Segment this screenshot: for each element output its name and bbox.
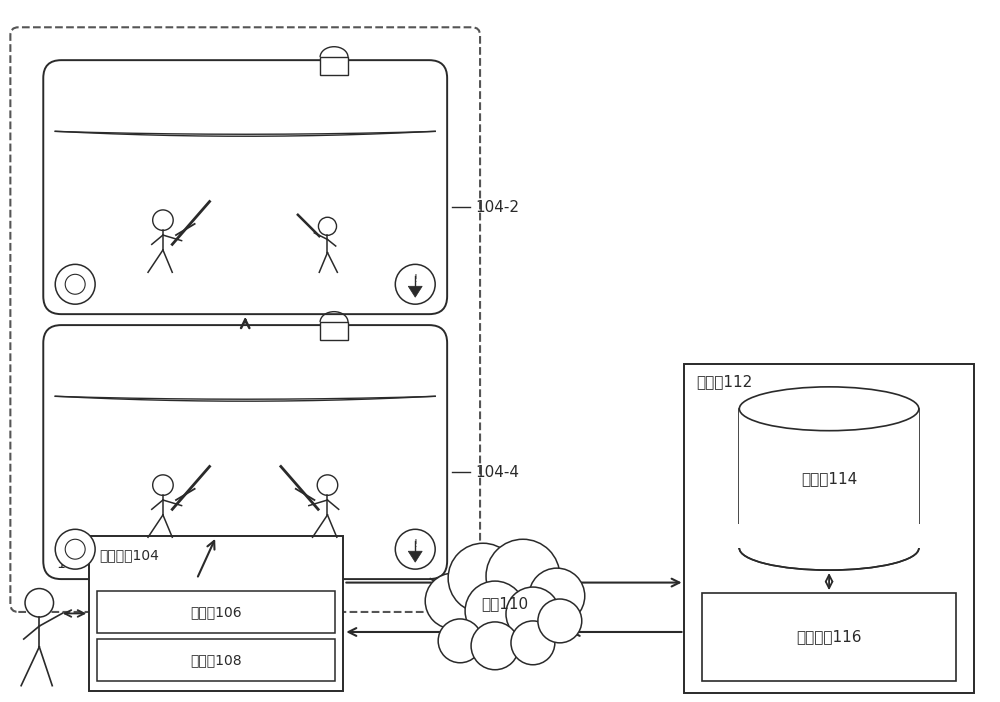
Bar (320, 57, 348, 75)
Text: 104-2: 104-2 (475, 200, 519, 215)
Circle shape (65, 274, 85, 294)
Text: !: ! (413, 539, 417, 549)
Ellipse shape (739, 387, 919, 431)
Circle shape (395, 265, 435, 304)
Bar (320, 322, 348, 340)
Text: 104-4: 104-4 (475, 465, 519, 480)
Circle shape (55, 265, 95, 304)
Circle shape (511, 621, 555, 665)
Circle shape (538, 599, 582, 643)
Circle shape (471, 622, 519, 670)
Bar (738, 524, 920, 548)
Circle shape (529, 568, 585, 624)
Bar (702, 593, 956, 681)
Circle shape (153, 475, 173, 496)
Ellipse shape (739, 526, 919, 570)
Bar (97, 639, 335, 681)
Circle shape (465, 581, 525, 641)
Text: 存储器106: 存储器106 (190, 605, 242, 619)
Bar (739, 409, 919, 548)
Circle shape (318, 217, 337, 235)
FancyBboxPatch shape (43, 60, 447, 314)
Circle shape (486, 539, 560, 613)
Text: 102: 102 (57, 557, 84, 571)
Text: 服务器112: 服务器112 (696, 374, 753, 389)
FancyBboxPatch shape (10, 27, 480, 612)
Text: !: ! (413, 274, 417, 284)
Circle shape (55, 529, 95, 569)
Circle shape (425, 573, 481, 629)
Polygon shape (408, 286, 422, 297)
Text: 处理器108: 处理器108 (190, 653, 242, 667)
Circle shape (25, 588, 54, 617)
Circle shape (317, 475, 338, 496)
FancyBboxPatch shape (43, 325, 447, 579)
Text: 用户设备104: 用户设备104 (99, 548, 159, 562)
Circle shape (153, 210, 173, 230)
Bar (684, 364, 974, 693)
Polygon shape (408, 551, 422, 562)
Circle shape (506, 587, 560, 641)
Circle shape (448, 543, 518, 613)
Circle shape (438, 619, 482, 663)
Bar (97, 591, 335, 633)
Circle shape (395, 529, 435, 569)
Text: 数据库114: 数据库114 (801, 471, 857, 486)
Text: 处理引擎116: 处理引擎116 (796, 630, 862, 644)
Circle shape (65, 539, 85, 559)
Text: 网络110: 网络110 (481, 597, 529, 611)
Bar (89, 536, 343, 691)
